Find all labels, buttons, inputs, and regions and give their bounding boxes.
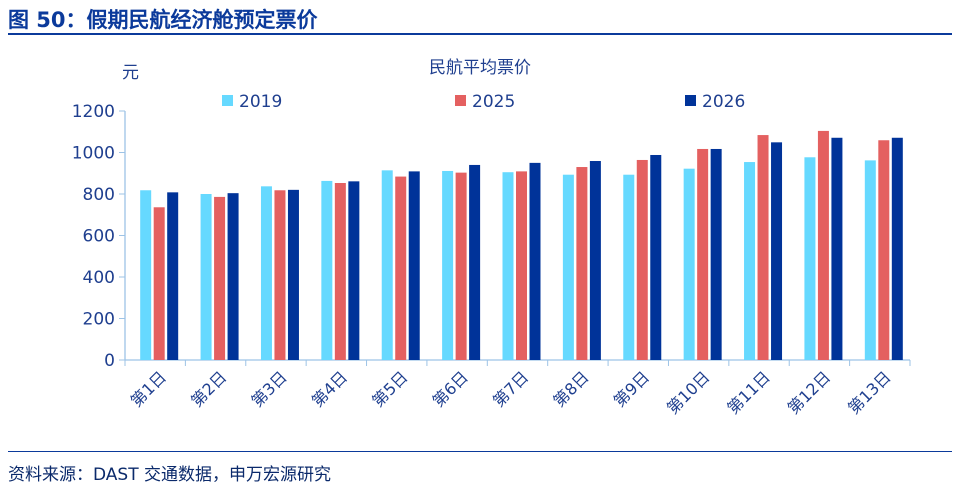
bar-chart: 民航平均票价 元 2019 2025 2026 0 200 400 600 800 1000 1200… [72, 58, 911, 418]
x-tick-label: 第9日 [610, 367, 653, 410]
bar-2026-9 [650, 154, 662, 360]
x-tick-label: 第4日 [308, 367, 351, 410]
bar-2019-2 [200, 194, 212, 360]
bar-2026-10 [710, 148, 722, 360]
x-tick-label: 第3日 [248, 367, 291, 410]
y-tick-label: 200 [83, 310, 115, 330]
bar-2026-5 [408, 171, 420, 360]
bar-2019-10 [683, 168, 695, 360]
bar-2026-13 [891, 137, 903, 360]
bar-2019-8 [562, 174, 574, 360]
chart-title: 民航平均票价 [429, 58, 531, 78]
bar-2019-1 [140, 190, 152, 360]
bar-2019-5 [381, 170, 393, 360]
legend-swatch-2019 [222, 95, 233, 106]
bar-2026-7 [529, 162, 541, 360]
bar-2025-5 [395, 176, 407, 360]
bar-2025-12 [817, 130, 829, 360]
legend-label-2026: 2026 [702, 92, 745, 112]
legend-swatch-2026 [685, 95, 696, 106]
bar-2025-6 [455, 172, 467, 360]
bar-2025-9 [636, 159, 648, 360]
bar-2019-12 [804, 157, 816, 360]
bar-2019-6 [442, 170, 454, 360]
source-note: 资料来源：DAST 交通数据，申万宏源研究 [8, 465, 331, 483]
bar-2025-2 [214, 196, 226, 360]
bar-2026-8 [589, 161, 601, 360]
y-tick-label: 600 [83, 227, 115, 247]
bar-2025-11 [757, 135, 769, 360]
bar-2026-4 [348, 181, 360, 360]
bar-2019-9 [623, 174, 635, 360]
bar-2026-1 [167, 192, 179, 360]
y-tick-label: 1200 [72, 102, 115, 122]
bar-2019-7 [502, 172, 514, 360]
y-tick-label: 0 [104, 351, 115, 371]
x-tick-label: 第1日 [127, 367, 170, 410]
bar-2026-6 [469, 164, 481, 360]
legend-label-2025: 2025 [472, 92, 515, 112]
bar-2019-3 [260, 186, 272, 360]
bar-2025-8 [576, 167, 588, 360]
bar-2026-12 [831, 137, 843, 360]
x-tick-label: 第6日 [429, 367, 472, 410]
legend-swatch-2025 [455, 95, 466, 106]
x-tick-label: 第10日 [663, 367, 713, 417]
bar-2025-1 [153, 207, 165, 360]
bar-2026-3 [287, 189, 299, 360]
bar-2025-10 [697, 148, 709, 360]
bar-2019-4 [321, 180, 333, 360]
y-tick-label: 800 [83, 185, 115, 205]
bar-2025-7 [516, 171, 527, 360]
bar-2026-11 [771, 142, 783, 360]
bar-2025-3 [274, 190, 286, 360]
legend-label-2019: 2019 [239, 92, 282, 112]
y-tick-label: 1000 [72, 144, 115, 164]
y-tick-label: 400 [83, 268, 115, 288]
x-tick-label: 第13日 [844, 367, 894, 417]
bar-2026-2 [227, 193, 239, 360]
x-tick-label: 第7日 [489, 367, 532, 410]
source-divider [8, 451, 952, 452]
x-tick-label: 第8日 [549, 367, 592, 410]
x-tick-label: 第2日 [187, 367, 230, 410]
bar-2019-11 [744, 162, 756, 360]
x-tick-label: 第12日 [784, 367, 834, 417]
bar-2025-13 [878, 140, 890, 360]
x-tick-label: 第5日 [368, 367, 411, 410]
bar-2025-4 [334, 183, 346, 360]
title-divider [8, 33, 952, 35]
figure-title: 图 50：假期民航经济舱预定票价 [8, 8, 318, 32]
y-axis-unit: 元 [122, 63, 139, 83]
x-tick-label: 第11日 [723, 367, 773, 417]
bar-2019-13 [864, 160, 876, 360]
